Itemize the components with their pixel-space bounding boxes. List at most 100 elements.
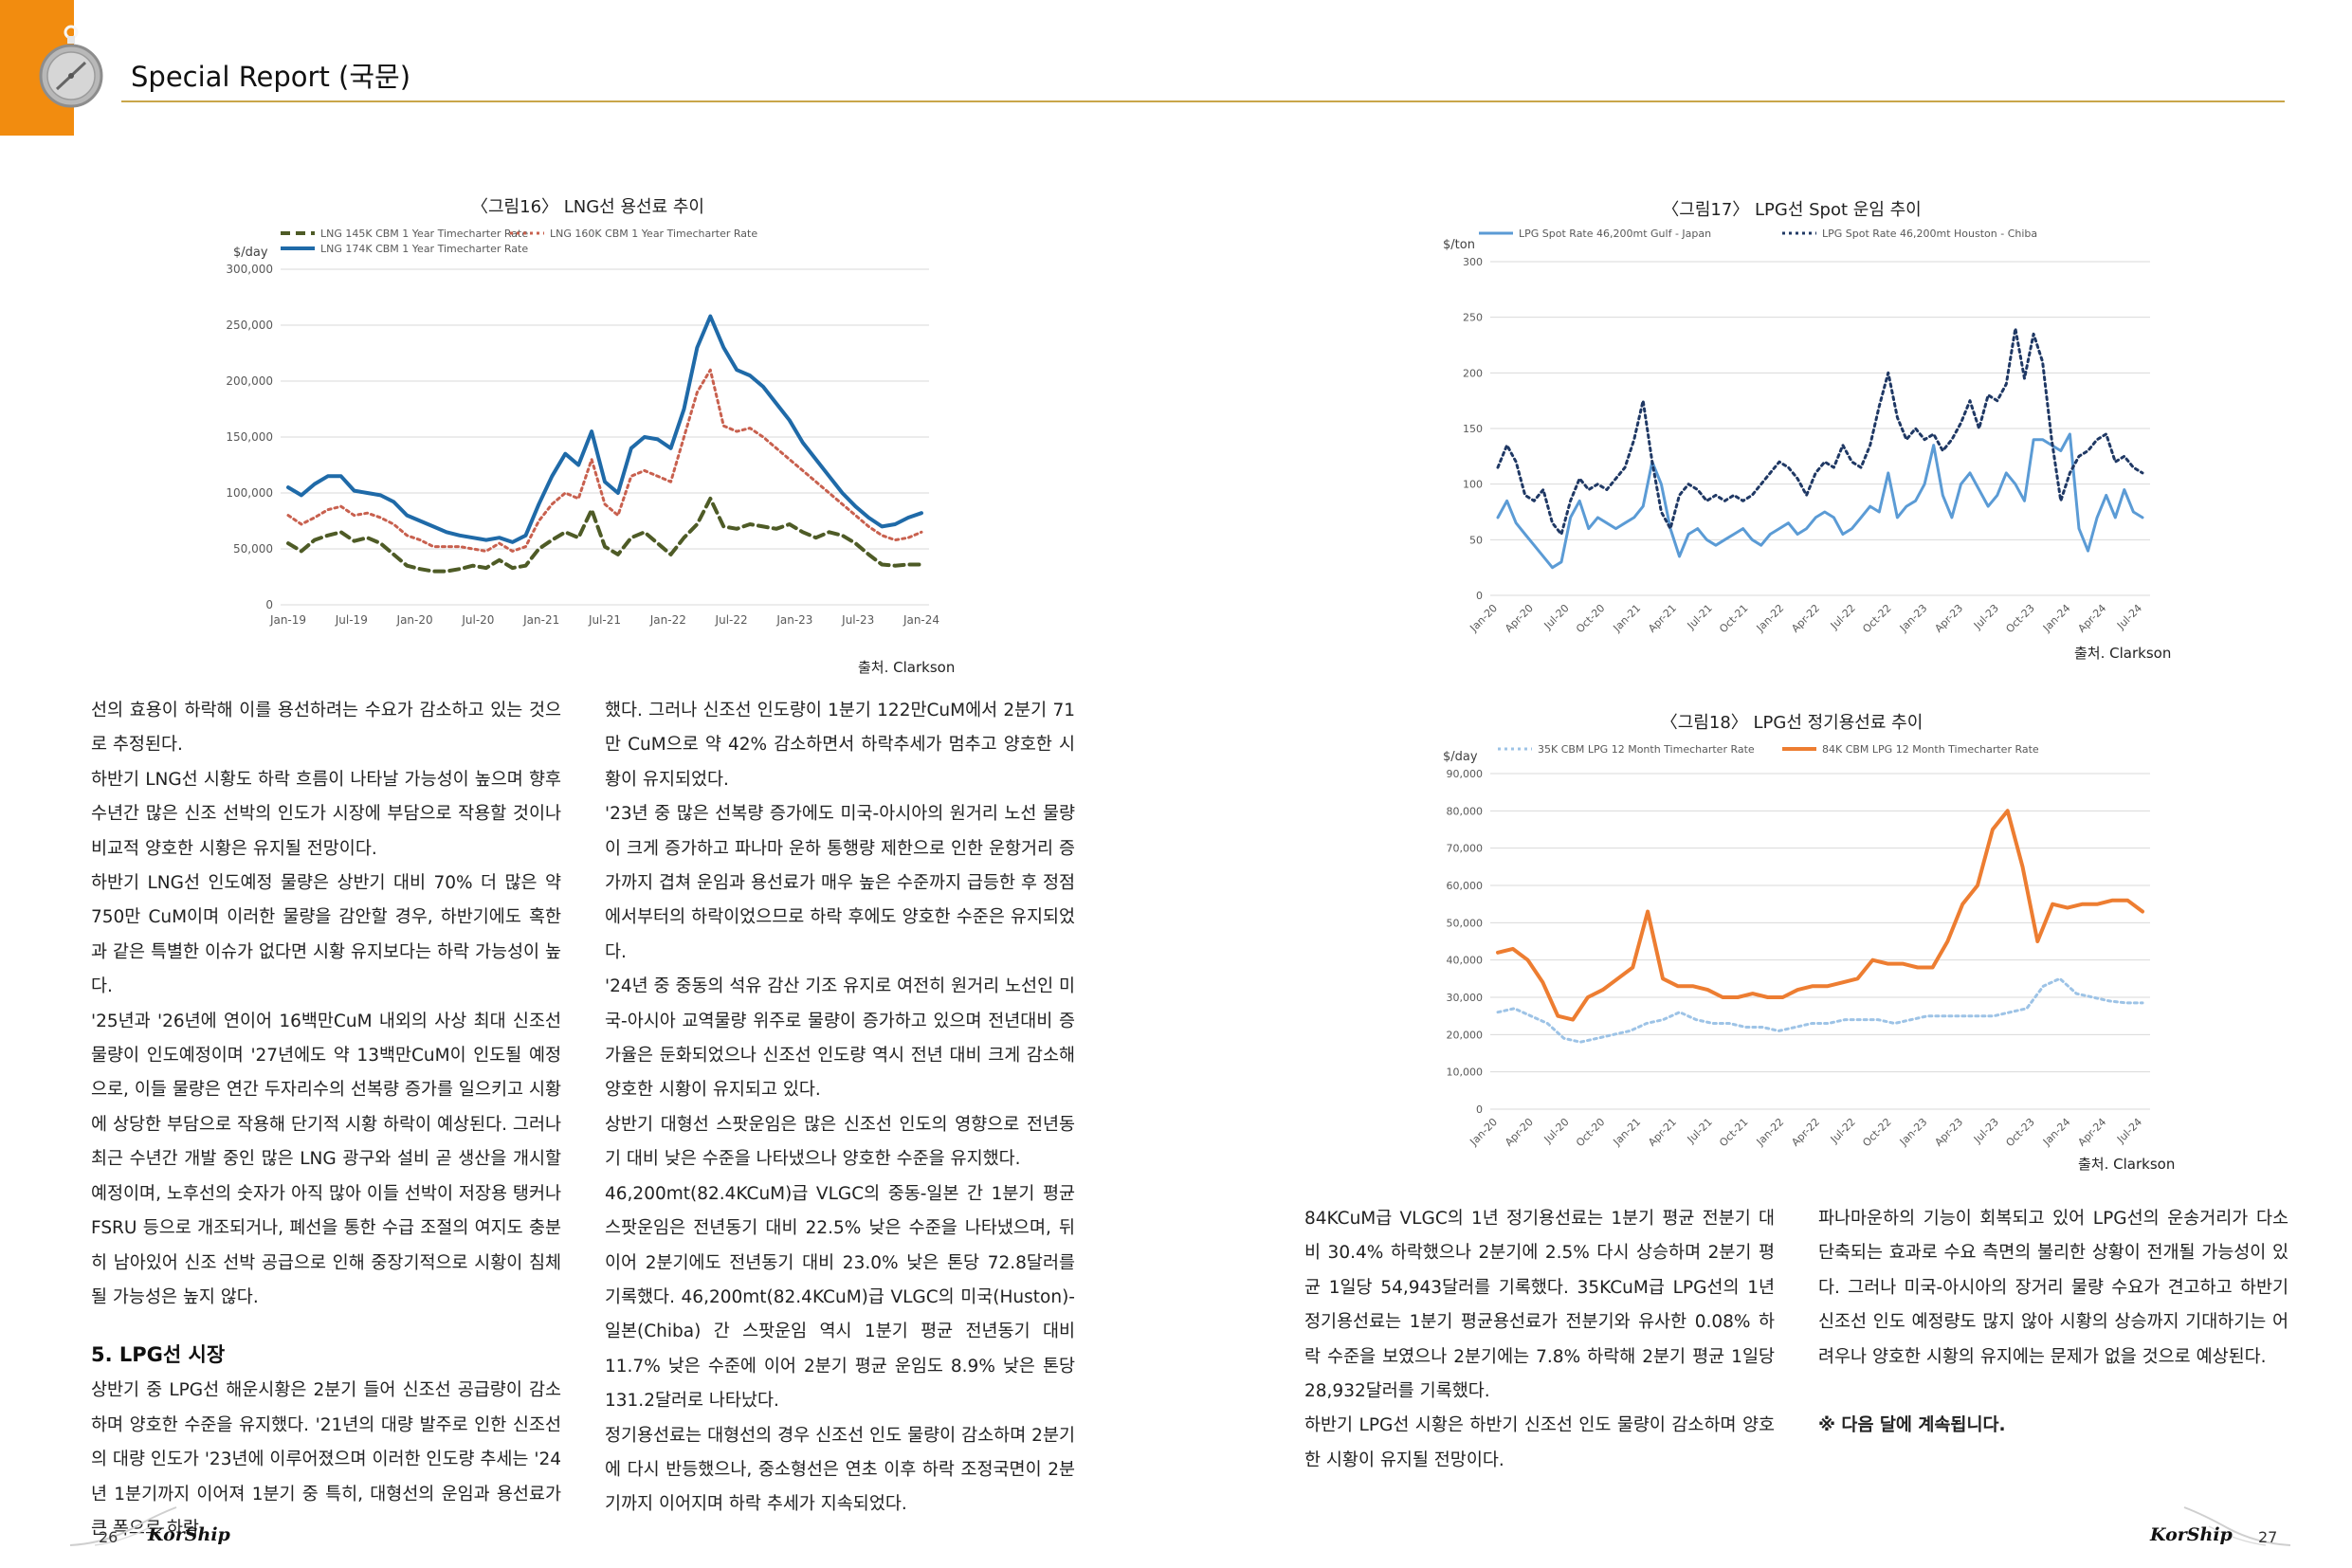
- y-tick-label: 0: [265, 598, 273, 611]
- x-tick-label: Jan-23: [1897, 1116, 1930, 1149]
- body-paragraph: 하반기 LNG선 인도예정 물량은 상반기 대비 70% 더 많은 약 750만…: [91, 873, 561, 997]
- y-tick-label: 200: [1463, 367, 1483, 379]
- x-tick-label: Jan-24: [903, 613, 939, 627]
- x-tick-label: Oct-20: [1574, 1116, 1607, 1149]
- y-tick-label: 300: [1463, 256, 1483, 268]
- y-tick-label: 80,000: [1447, 805, 1484, 817]
- y-tick-label: 30,000: [1447, 992, 1484, 1004]
- x-tick-label: Jul-21: [1685, 602, 1715, 632]
- body-paragraph: 상반기 중 LPG선 해운시황은 2분기 들어 신조선 공급량이 감소하며 양호…: [91, 1380, 561, 1539]
- series-line: [1496, 326, 2144, 536]
- y-tick-label: 50,000: [1447, 917, 1484, 929]
- x-tick-label: Oct-22: [1860, 1116, 1893, 1149]
- figure-18-source: 출처. Clarkson: [2078, 1156, 2176, 1173]
- y-axis-unit: $/ton: [1443, 238, 1475, 252]
- x-tick-label: Apr-23: [1932, 1116, 1965, 1149]
- x-tick-label: Oct-22: [1860, 602, 1893, 635]
- x-tick-label: Jan-19: [269, 613, 306, 627]
- y-tick-label: 150: [1463, 423, 1483, 435]
- left-page-column-2: 했다. 그러나 신조선 인도량이 1분기 122만CuM에서 2분기 71만 C…: [605, 694, 1075, 1522]
- y-tick-label: 200,000: [226, 374, 273, 388]
- y-tick-label: 300,000: [226, 263, 273, 276]
- x-tick-label: Jan-22: [1754, 1116, 1787, 1149]
- body-paragraph: '24년 중 중동의 석유 감산 기조 유지로 여전히 원거리 노선인 미국-아…: [605, 976, 1075, 1101]
- section-heading: 5. LPG선 시장: [91, 1343, 226, 1367]
- x-tick-label: Oct-23: [2003, 1116, 2036, 1149]
- x-tick-label: Jul-24: [2114, 1116, 2144, 1146]
- figure-18-chart: 0 10,000 20,000 30,000 40,000 50,000 60,000 70,…: [1443, 743, 2150, 1149]
- x-tick-label: Jul-23: [1971, 1116, 2001, 1146]
- body-paragraph: 파나마운하의 기능이 회복되고 있어 LPG선의 운송거리가 다소 단축되는 효…: [1818, 1209, 2288, 1367]
- y-tick-label: 20,000: [1447, 1029, 1484, 1041]
- y-axis-unit: $/day: [1443, 750, 1478, 764]
- x-tick-label: Jul-19: [335, 613, 368, 627]
- legend-label: 84K CBM LPG 12 Month Timecharter Rate: [1822, 743, 2039, 756]
- y-tick-label: 50: [1469, 534, 1483, 546]
- figure-16-source: 출처. Clarkson: [858, 659, 956, 676]
- left-page-number: 26: [99, 1528, 119, 1546]
- x-tick-label: Apr-21: [1646, 602, 1679, 635]
- x-tick-label: Jul-22: [1828, 602, 1858, 632]
- y-tick-label: 50,000: [233, 542, 273, 556]
- body-paragraph: 했다. 그러나 신조선 인도량이 1분기 122만CuM에서 2분기 71만 C…: [605, 701, 1075, 790]
- series-line: [286, 496, 923, 574]
- figure-17-title: 〈그림17〉 LPG선 Spot 운임 추이: [1662, 200, 1922, 220]
- compass-icon: [39, 25, 103, 108]
- legend-label: 35K CBM LPG 12 Month Timecharter Rate: [1538, 743, 1755, 756]
- x-tick-label: Jan-21: [1611, 602, 1644, 635]
- x-tick-label: Apr-24: [2075, 1116, 2108, 1149]
- footer-right-ornament: [2183, 1506, 2291, 1546]
- body-paragraph: 정기용선료는 대형선의 경우 신조선 인도 물량이 감소하며 2분기에 다시 반…: [605, 1425, 1075, 1515]
- x-tick-label: Jan-24: [2040, 1116, 2073, 1149]
- figure-16-title: 〈그림16〉 LNG선 용선료 추이: [471, 197, 704, 217]
- body-paragraph: 하반기 LNG선 시황도 하락 흐름이 나타날 가능성이 높으며 향후 수년간 …: [91, 769, 561, 859]
- body-paragraph: 46,200mt(82.4KCuM)급 VLGC의 중동-일본 간 1분기 평균…: [605, 1183, 1075, 1412]
- x-tick-label: Jul-24: [2114, 602, 2144, 632]
- y-axis-unit: $/day: [233, 246, 268, 260]
- x-tick-label: Jan-20: [1468, 1116, 1501, 1149]
- body-paragraph: '25년과 '26년에 연이어 16백만CuM 내외의 사상 최대 신조선 물량…: [91, 1011, 561, 1307]
- x-tick-label: Jul-20: [1541, 1116, 1572, 1146]
- x-tick-label: Jul-23: [1971, 602, 2001, 632]
- x-tick-label: Apr-24: [2075, 602, 2108, 635]
- x-tick-label: Jul-22: [715, 613, 748, 627]
- x-tick-label: Apr-22: [1789, 1116, 1822, 1149]
- x-tick-label: Oct-23: [2003, 602, 2036, 635]
- x-tick-label: Jan-22: [1754, 602, 1787, 635]
- y-tick-label: 0: [1476, 1103, 1483, 1116]
- y-tick-label: 150,000: [226, 430, 273, 444]
- x-tick-label: Oct-20: [1574, 602, 1607, 635]
- x-tick-label: Jan-20: [396, 613, 433, 627]
- footer-left-ornament: [69, 1506, 177, 1546]
- x-tick-label: Jul-20: [461, 613, 494, 627]
- legend-label: LPG Spot Rate 46,200mt Houston - Chiba: [1822, 228, 2037, 240]
- x-tick-label: Apr-20: [1503, 602, 1536, 635]
- x-tick-label: Oct-21: [1717, 1116, 1750, 1149]
- figure-16-chart: 0 50,000 100,000 150,000 200,000 250,000 300,0…: [226, 228, 939, 627]
- x-tick-label: Apr-23: [1932, 602, 1965, 635]
- continued-note: ※ 다음 달에 계속됩니다.: [1818, 1415, 2006, 1436]
- header-divider: [121, 100, 2285, 102]
- y-tick-label: 60,000: [1447, 880, 1484, 892]
- y-tick-label: 10,000: [1447, 1067, 1484, 1079]
- x-tick-label: Jan-21: [1611, 1116, 1644, 1149]
- korship-logo: KorShip: [2150, 1524, 2233, 1545]
- x-tick-label: Apr-22: [1789, 602, 1822, 635]
- x-tick-label: Jul-20: [1541, 602, 1572, 632]
- series-line: [286, 368, 923, 553]
- body-paragraph: 84KCuM급 VLGC의 1년 정기용선료는 1분기 평균 전분기 대비 30…: [1304, 1209, 1775, 1402]
- korship-logo: KorShip: [148, 1524, 230, 1545]
- left-page-column-1: 선의 효용이 하락해 이를 용선하려는 수요가 감소하고 있는 것으로 추정된다…: [91, 694, 561, 1546]
- x-tick-label: Jul-21: [588, 613, 621, 627]
- right-page-column-1: 84KCuM급 VLGC의 1년 정기용선료는 1분기 평균 전분기 대비 30…: [1304, 1202, 1775, 1478]
- y-tick-label: 70,000: [1447, 843, 1484, 855]
- legend-label: LNG 145K CBM 1 Year Timecharter Rate: [320, 228, 528, 240]
- legend-label: LNG 160K CBM 1 Year Timecharter Rate: [550, 228, 757, 240]
- x-tick-label: Oct-21: [1717, 602, 1750, 635]
- body-paragraph: '23년 중 많은 선복량 증가에도 미국-아시아의 원거리 노선 물량이 크게…: [605, 804, 1075, 962]
- x-tick-label: Apr-21: [1646, 1116, 1679, 1149]
- figure-17-source: 출처. Clarkson: [2074, 645, 2172, 662]
- y-tick-label: 250: [1463, 312, 1483, 324]
- legend-label: LNG 174K CBM 1 Year Timecharter Rate: [320, 243, 528, 255]
